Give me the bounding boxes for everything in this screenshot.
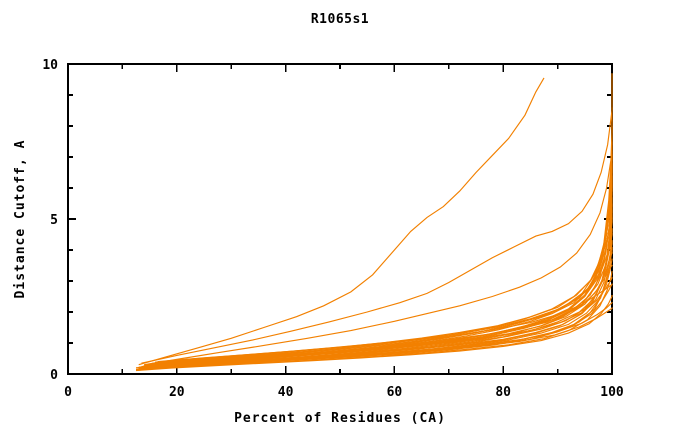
x-axis-title: Percent of Residues (CA) — [234, 411, 446, 426]
series-line — [146, 209, 613, 366]
plot-frame — [67, 63, 613, 375]
series-line — [144, 150, 613, 367]
series-line — [144, 119, 613, 366]
y-tick-label: 10 — [42, 58, 58, 73]
series-line — [148, 277, 613, 366]
series-line — [143, 203, 613, 367]
y-tick-label: 0 — [50, 368, 58, 383]
y-tick-label: 5 — [50, 213, 58, 228]
axes-group — [67, 63, 613, 375]
series-line — [149, 264, 613, 366]
series-line — [141, 73, 613, 364]
x-tick-label: 40 — [278, 385, 294, 400]
x-tick-label: 60 — [387, 385, 403, 400]
x-tick-label: 100 — [600, 385, 624, 400]
x-tick-label: 20 — [169, 385, 185, 400]
series-line — [137, 163, 613, 370]
axis-labels-group: 0 20 40 60 80 100 0 5 10 Percent of Residues (CA)… — [13, 58, 624, 426]
series-line — [138, 258, 613, 370]
series-line — [138, 77, 545, 366]
series-line — [139, 181, 613, 369]
series-line — [144, 302, 613, 368]
series-line — [152, 217, 613, 364]
chart-title: R1065s1 — [310, 12, 370, 27]
series-line — [141, 307, 613, 369]
y-axis-title: Distance Cutoff, A — [13, 140, 28, 299]
x-tick-label: 80 — [495, 385, 511, 400]
series-line — [157, 284, 613, 363]
x-tick-label: 0 — [64, 385, 72, 400]
series-group — [135, 73, 613, 372]
